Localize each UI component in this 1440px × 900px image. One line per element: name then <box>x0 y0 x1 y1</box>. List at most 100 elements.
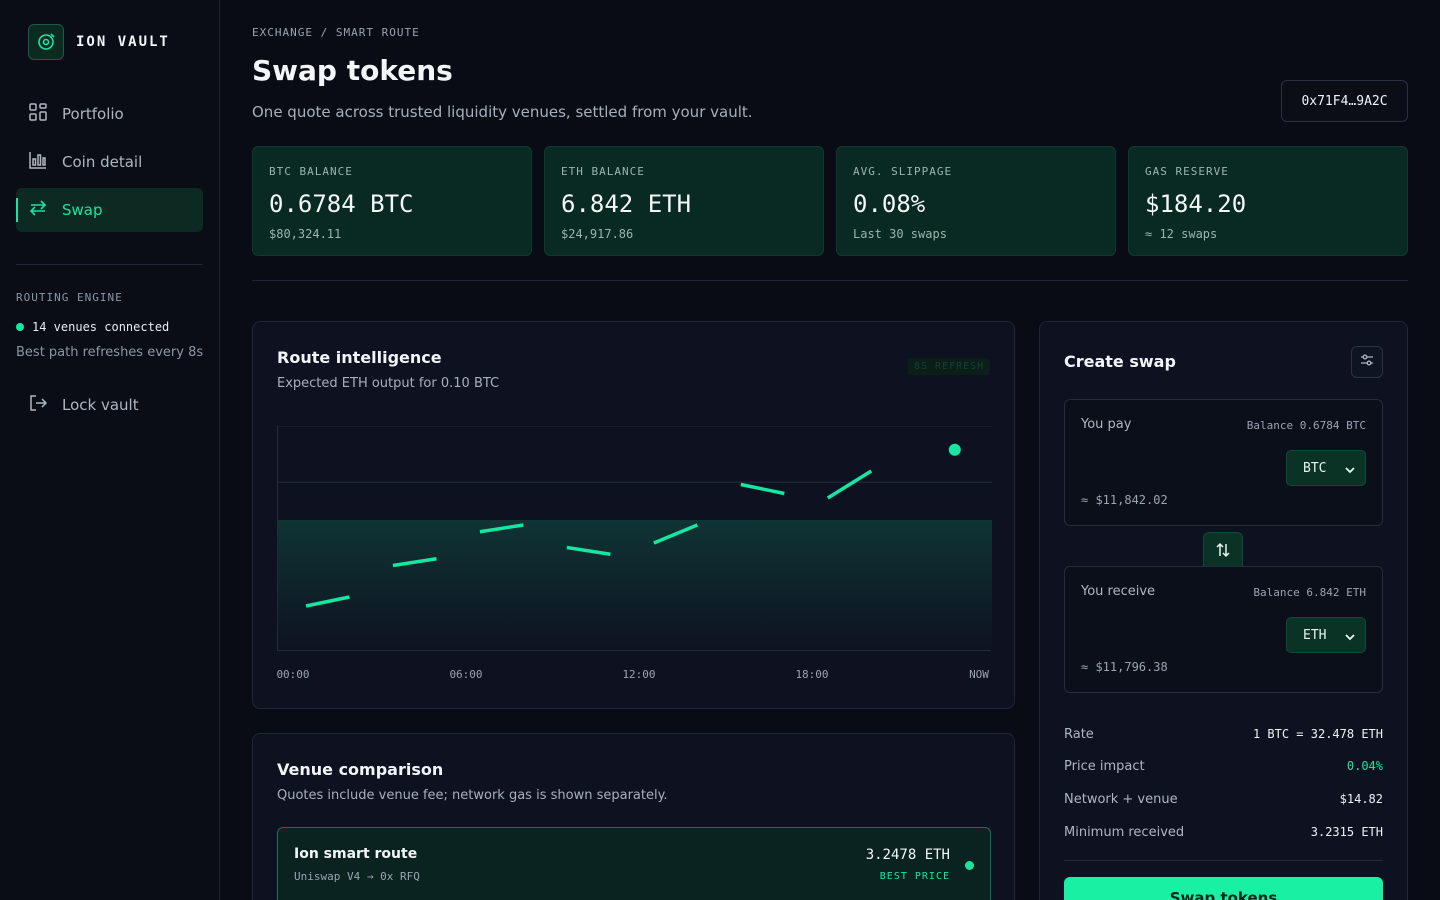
line-segment <box>826 469 873 500</box>
refresh-badge: 8S REFRESH <box>908 358 991 375</box>
stat-sub: ≈ 12 swaps <box>1145 227 1218 241</box>
sidebar-item-portfolio[interactable]: Portfolio <box>16 92 203 136</box>
chevron-down-icon <box>1345 631 1355 646</box>
line-segment <box>653 523 699 545</box>
pay-token-box: You pay Balance 0.6784 BTC BTC ≈ $11,842… <box>1064 399 1383 526</box>
venue-title: Venue comparison <box>277 760 444 779</box>
stat-value: 0.08% <box>853 190 926 218</box>
detail-row-rate: Rate 1 BTC = 32.478 ETH <box>1064 725 1383 745</box>
flip-direction-button[interactable] <box>1203 532 1243 572</box>
swap-title: Create swap <box>1064 352 1176 371</box>
venue-row[interactable]: Ion smart route Uniswap V4 → 0x RFQ 3.24… <box>277 827 991 900</box>
stat-card-avg-slippage: AVG. SLIPPAGE 0.08% Last 30 swaps <box>836 146 1116 256</box>
pay-token-value: BTC <box>1303 460 1327 476</box>
detail-value: 3.2315 ETH <box>1310 825 1383 839</box>
create-swap-panel: Create swap You pay Balance 0.6784 BTC B… <box>1039 321 1408 900</box>
stat-sub: Last 30 swaps <box>853 227 947 241</box>
x-tick-label: 18:00 <box>795 668 829 681</box>
stat-sub: $24,917.86 <box>561 227 634 241</box>
sidebar-divider <box>16 264 203 265</box>
receive-usd-value: ≈ $11,796.38 <box>1081 660 1168 674</box>
route-chart-svg <box>278 425 992 651</box>
page-title: Swap tokens <box>252 54 453 87</box>
x-axis-ticks: 00:00 06:00 12:00 18:00 NOW <box>276 668 991 682</box>
selected-dot-icon <box>965 861 974 870</box>
stat-value: $184.20 <box>1145 190 1247 218</box>
chart-bars-icon <box>28 150 62 174</box>
line-segment <box>479 523 524 534</box>
x-tick-label: 12:00 <box>622 668 656 681</box>
x-tick-label: NOW <box>969 668 989 681</box>
x-tick-label: 00:00 <box>276 668 310 681</box>
swap-divider <box>1064 860 1383 861</box>
area-fill <box>278 520 992 651</box>
brand[interactable]: ION VAULT <box>28 24 170 60</box>
detail-key: Price impact <box>1064 759 1145 774</box>
section-divider <box>252 280 1408 281</box>
chevron-down-icon <box>1345 464 1355 479</box>
detail-row-price-impact: Price impact 0.04% <box>1064 757 1383 777</box>
sidebar: ION VAULT Portfolio Coin detail Swap ROU… <box>0 0 220 900</box>
sidebar-item-label: Portfolio <box>62 105 124 123</box>
stat-value: 6.842 ETH <box>561 190 692 218</box>
receive-token-value: ETH <box>1303 627 1327 643</box>
stat-card-eth-balance: ETH BALANCE 6.842 ETH $24,917.86 <box>544 146 824 256</box>
venues-status-text: 14 venues connected <box>32 320 170 334</box>
grid-icon <box>28 102 62 126</box>
line-segment <box>740 482 785 496</box>
best-price-badge: BEST PRICE <box>879 871 950 882</box>
stat-label: ETH BALANCE <box>561 165 645 178</box>
wallet-address-button[interactable]: 0x71F4…9A2C <box>1281 80 1408 122</box>
detail-row-minimum-received: Minimum received 3.2315 ETH <box>1064 823 1383 843</box>
page-subtitle: One quote across trusted liquidity venue… <box>252 103 753 121</box>
route-subtitle: Expected ETH output for 0.10 BTC <box>277 376 500 391</box>
venue-subtitle: Quotes include venue fee; network gas is… <box>277 788 668 803</box>
receive-token-box: You receive Balance 6.842 ETH ETH ≈ $11,… <box>1064 566 1383 693</box>
venues-status: 14 venues connected <box>16 320 169 334</box>
vault-logo-icon <box>28 24 64 60</box>
routing-engine-label: ROUTING ENGINE <box>16 291 123 304</box>
pay-usd-value: ≈ $11,842.02 <box>1081 493 1168 507</box>
stat-value: 0.6784 BTC <box>269 190 414 218</box>
detail-key: Rate <box>1064 727 1094 742</box>
x-tick-label: 06:00 <box>449 668 483 681</box>
swap-arrows-icon <box>28 198 62 222</box>
detail-key: Minimum received <box>1064 825 1185 840</box>
line-segment <box>392 557 437 568</box>
receive-token-select[interactable]: ETH <box>1286 617 1366 653</box>
sliders-icon <box>1359 352 1375 372</box>
sidebar-item-coin-detail[interactable]: Coin detail <box>16 140 203 184</box>
status-dot-icon <box>16 323 24 331</box>
detail-value: 1 BTC = 32.478 ETH <box>1252 727 1383 741</box>
app-name: ION VAULT <box>76 34 170 50</box>
stat-card-btc-balance: BTC BALANCE 0.6784 BTC $80,324.11 <box>252 146 532 256</box>
stat-sub: $80,324.11 <box>269 227 342 241</box>
receive-label: You receive <box>1081 584 1156 599</box>
breadcrumb: EXCHANGE / SMART ROUTE <box>252 26 420 39</box>
sidebar-item-swap[interactable]: Swap <box>16 188 203 232</box>
stat-label: GAS RESERVE <box>1145 165 1229 178</box>
stat-card-gas-reserve: GAS RESERVE $184.20 ≈ 12 swaps <box>1128 146 1408 256</box>
logout-icon <box>28 393 62 417</box>
route-chart <box>277 425 992 651</box>
line-segment <box>305 595 350 608</box>
detail-value: $14.82 <box>1339 792 1383 806</box>
pay-balance: Balance 0.6784 BTC <box>1246 419 1366 432</box>
receive-balance: Balance 6.842 ETH <box>1253 586 1366 599</box>
pay-token-select[interactable]: BTC <box>1286 450 1366 486</box>
route-title: Route intelligence <box>277 348 442 367</box>
line-segment <box>566 545 611 556</box>
venue-comparison-panel: Venue comparison Quotes include venue fe… <box>252 733 1015 900</box>
stat-label: BTC BALANCE <box>269 165 353 178</box>
detail-value: 0.04% <box>1346 759 1383 773</box>
venue-path: Uniswap V4 → 0x RFQ <box>294 870 420 883</box>
venue-amount: 3.2478 ETH <box>865 847 950 863</box>
swap-tokens-button[interactable]: Swap tokens <box>1064 877 1383 900</box>
current-point <box>948 443 961 456</box>
venue-name: Ion smart route <box>294 846 418 862</box>
refresh-note: Best path refreshes every 8s <box>16 345 204 360</box>
swap-settings-button[interactable] <box>1351 346 1383 378</box>
lock-vault-button[interactable]: Lock vault <box>16 383 203 427</box>
detail-row-network-fee: Network + venue $14.82 <box>1064 790 1383 810</box>
swap-vertical-icon <box>1215 542 1231 562</box>
